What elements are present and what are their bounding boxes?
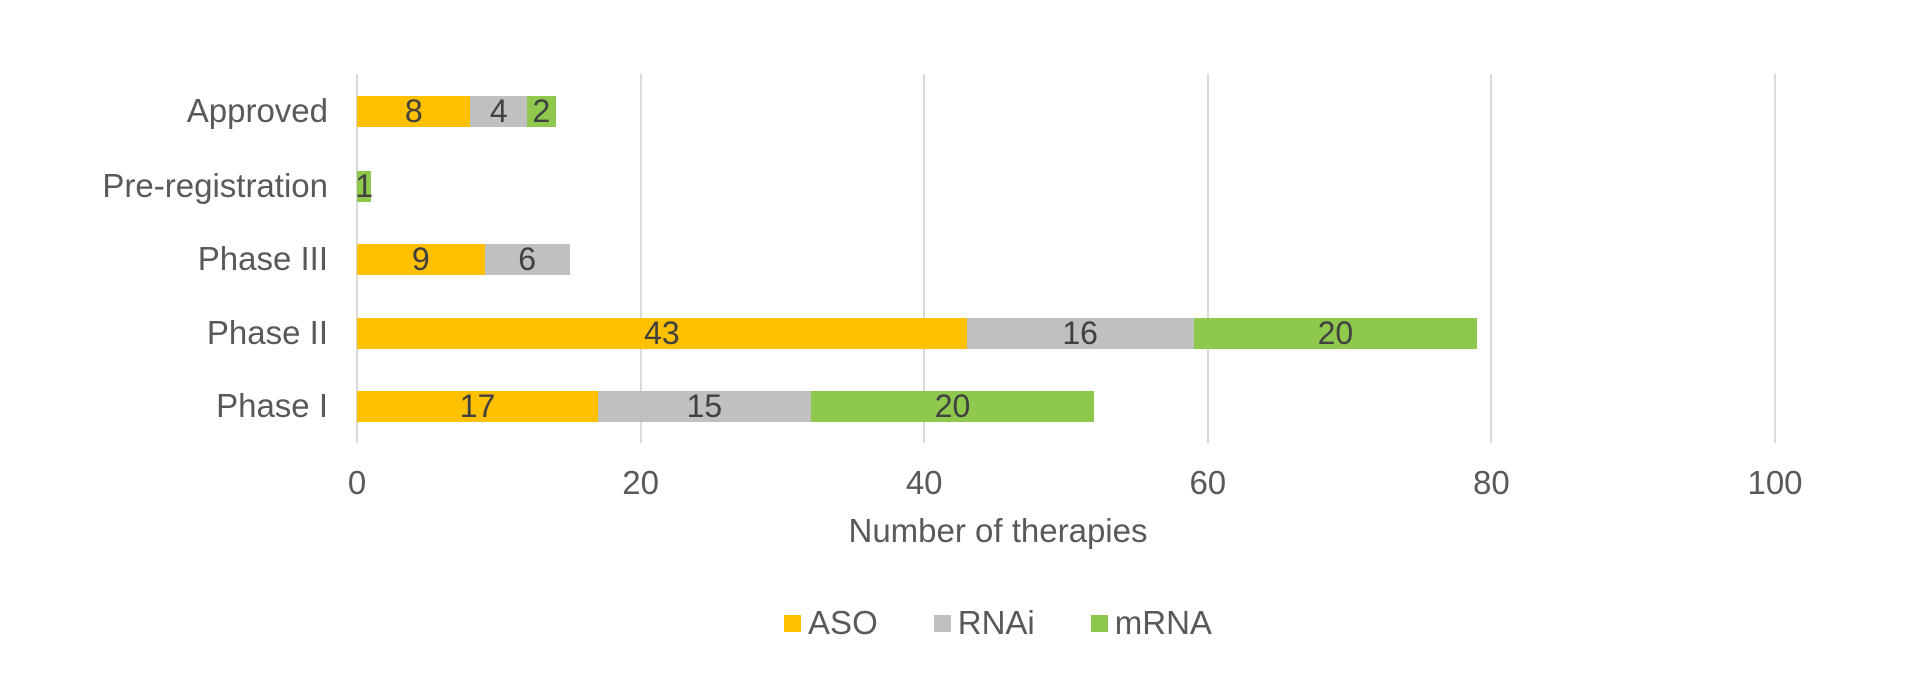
bar-segment-mrna: 20 <box>810 388 1095 424</box>
x-tick-label: 40 <box>905 464 943 501</box>
bar-segment-aso: 9 <box>357 241 485 277</box>
gridline-80 <box>1490 74 1493 443</box>
legend-item-mrna: mRNA <box>1090 604 1212 642</box>
gridline-60 <box>1206 74 1209 443</box>
legend-label: RNAi <box>957 604 1035 641</box>
bar-value-label: 15 <box>686 388 723 424</box>
bar-row: 43 16 20 <box>357 315 1478 351</box>
bar-value-label: 4 <box>489 93 508 129</box>
legend-swatch-icon <box>933 614 951 632</box>
bar-segment-rnai: 4 <box>470 93 528 129</box>
legend-swatch-icon <box>784 614 802 632</box>
bar-value-label: 8 <box>404 93 423 129</box>
bar-value-label: 6 <box>518 241 537 277</box>
bar-segment-rnai: 16 <box>966 315 1194 351</box>
bar-value-label: 43 <box>644 315 680 351</box>
category-label: Pre-registration <box>102 167 328 204</box>
x-axis-title: Number of therapies <box>848 512 1148 549</box>
bar-segment-mrna: 20 <box>1193 315 1478 351</box>
bar-value-label: 20 <box>934 388 971 424</box>
gridline-100 <box>1774 74 1776 443</box>
bar-value-label: 2 <box>532 93 551 129</box>
bar-value-label: 16 <box>1062 315 1098 351</box>
x-tick-label: 60 <box>1189 464 1227 501</box>
category-label: Phase III <box>197 240 328 277</box>
bar-segment-rnai: 15 <box>598 388 811 424</box>
legend-item-rnai: RNAi <box>933 604 1035 642</box>
legend-swatch-icon <box>1090 614 1108 632</box>
bar-segment-mrna: 1 <box>355 168 373 204</box>
legend-label: mRNA <box>1114 604 1212 641</box>
category-label: Phase I <box>216 387 328 424</box>
bar-segment-rnai: 6 <box>484 241 570 277</box>
legend: ASO RNAi mRNA <box>90 604 1906 642</box>
bar-value-label: 17 <box>459 388 496 424</box>
bar-segment-aso: 8 <box>357 93 471 129</box>
x-tick-label: 20 <box>622 464 659 501</box>
bar-segment-mrna: 2 <box>527 93 556 129</box>
category-label: Phase II <box>206 314 328 351</box>
bar-row: 17 15 20 <box>357 388 1095 424</box>
bar-row: 1 <box>355 168 373 204</box>
gridline-40 <box>923 74 926 443</box>
legend-item-aso: ASO <box>784 604 878 642</box>
gridline-20 <box>639 74 642 443</box>
bar-segment-aso: 43 <box>357 315 967 351</box>
x-tick-label: 80 <box>1473 464 1510 501</box>
x-tick-label: 100 <box>1747 464 1803 501</box>
bar-segment-aso: 17 <box>357 388 599 424</box>
x-tick-label: 0 <box>347 464 367 501</box>
bar-value-label: 9 <box>411 241 430 277</box>
legend-label: ASO <box>808 604 878 641</box>
bar-value-label: 20 <box>1317 315 1354 351</box>
category-label: Approved <box>186 92 328 129</box>
bar-value-label: 1 <box>355 168 373 204</box>
